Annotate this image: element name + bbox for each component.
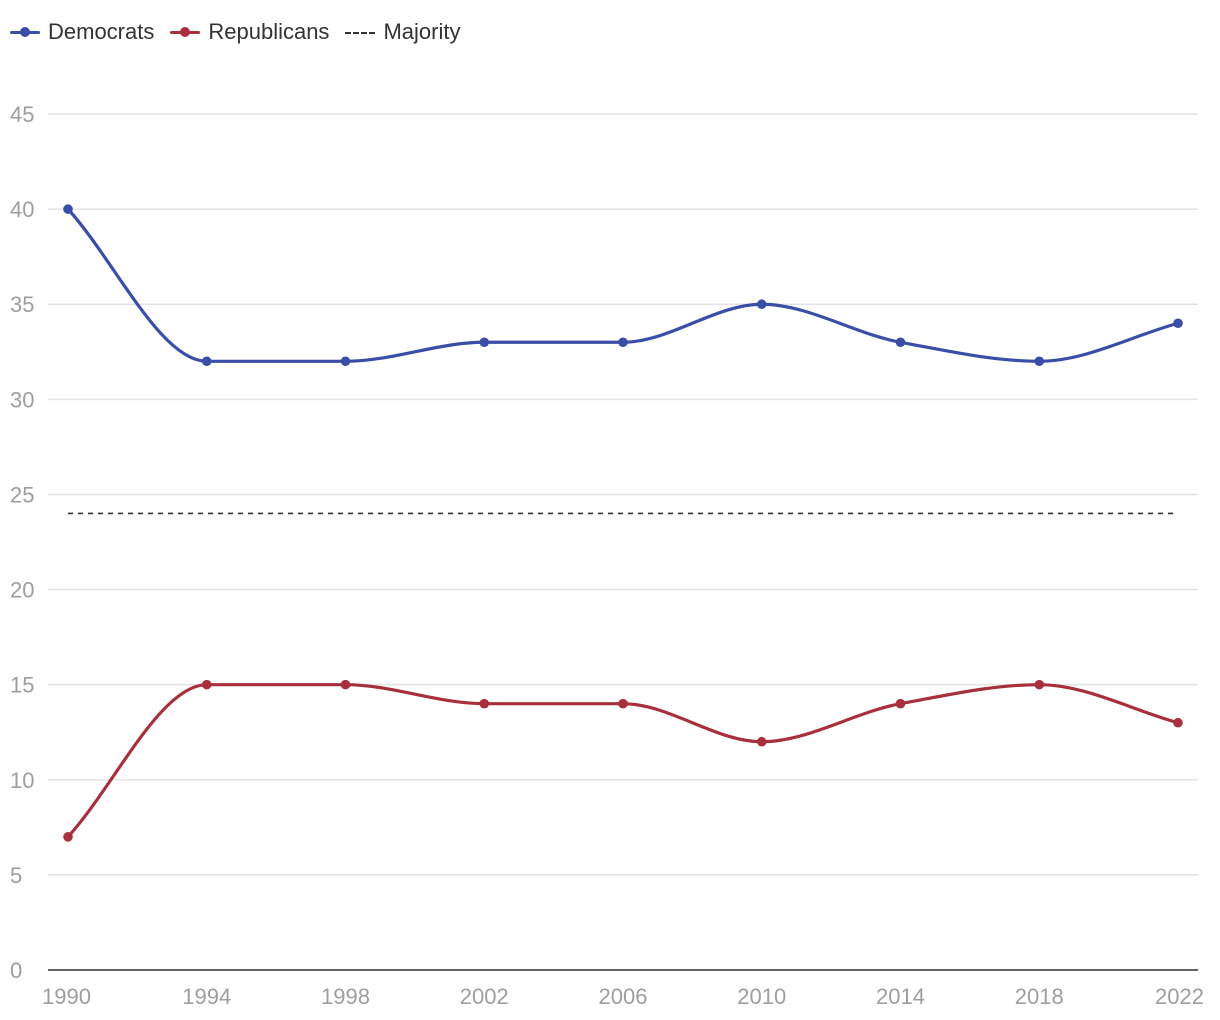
data-point-democrats — [340, 356, 351, 367]
y-tick-label: 45 — [10, 102, 34, 127]
data-point-democrats — [618, 337, 628, 348]
legend-label-majority: Majority — [383, 19, 461, 44]
legend-item-majority: Majority — [345, 19, 460, 45]
data-point-republicans — [479, 698, 490, 709]
data-point-republicans — [618, 698, 628, 709]
legend-label-democrats: Democrats — [48, 19, 155, 44]
x-tick-label: 2018 — [1015, 984, 1064, 1009]
y-tick-label: 0 — [10, 958, 22, 983]
series-group — [63, 204, 1183, 842]
data-point-democrats — [201, 356, 212, 367]
data-point-democrats — [1034, 356, 1045, 367]
y-tick-label: 5 — [10, 863, 22, 888]
data-point-republicans — [895, 698, 906, 709]
data-point-republicans — [63, 832, 73, 842]
legend-swatch-democrats — [10, 22, 40, 42]
x-tick-label: 1998 — [321, 984, 370, 1009]
legend-item-republicans: Republicans — [170, 19, 329, 45]
x-tick-label: 1994 — [182, 984, 231, 1009]
y-tick-label: 25 — [10, 482, 34, 507]
data-point-democrats — [895, 337, 906, 348]
y-tick-label: 35 — [10, 292, 34, 317]
x-tick-label: 2006 — [599, 984, 648, 1009]
y-tick-label: 30 — [10, 387, 34, 412]
y-tick-label: 20 — [10, 578, 34, 603]
legend-swatch-majority — [345, 22, 376, 42]
grid-lines — [48, 113, 1198, 971]
legend-item-democrats: Democrats — [10, 19, 154, 45]
data-point-republicans — [201, 679, 212, 690]
y-tick-label: 40 — [10, 197, 34, 222]
legend-label-republicans: Republicans — [208, 19, 330, 44]
x-tick-label: 2010 — [737, 984, 786, 1009]
data-point-democrats — [63, 204, 73, 214]
data-point-democrats — [479, 337, 490, 348]
data-point-democrats — [1173, 318, 1183, 329]
legend-swatch-republicans — [170, 22, 201, 42]
y-tick-label: 15 — [10, 673, 34, 698]
data-point-republicans — [1034, 679, 1045, 690]
chart-legend: Democrats Republicans Majority — [10, 16, 460, 48]
data-point-democrats — [756, 299, 767, 310]
y-axis-ticks: 0 5 10 15 20 25 30 35 40 45 — [10, 102, 34, 983]
data-point-republicans — [756, 736, 767, 747]
x-tick-label: 2002 — [460, 984, 509, 1009]
data-point-republicans — [1173, 717, 1183, 728]
x-axis-ticks: 1990 1994 1998 2002 2006 2010 2014 2018 2022 — [42, 984, 1204, 1009]
x-tick-label: 2022 — [1155, 984, 1204, 1009]
x-tick-label: 2014 — [876, 984, 925, 1009]
y-tick-label: 10 — [10, 768, 34, 793]
x-tick-label: 1990 — [42, 984, 91, 1009]
data-point-republicans — [340, 679, 351, 690]
